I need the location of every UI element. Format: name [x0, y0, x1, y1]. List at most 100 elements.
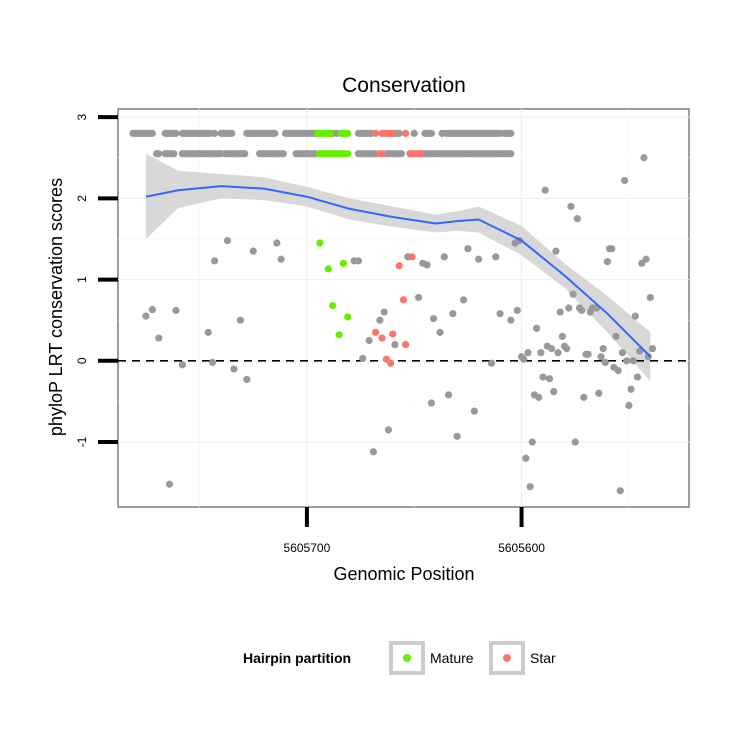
- point-star: [399, 296, 408, 304]
- point-other: [359, 354, 367, 362]
- point-other: [236, 316, 244, 324]
- point-mature: [329, 301, 337, 310]
- legend-label-star: Star: [530, 650, 556, 666]
- point-other: [155, 150, 163, 158]
- point-other: [395, 129, 403, 137]
- point-other: [552, 247, 560, 255]
- point-other: [584, 350, 592, 358]
- point-star: [408, 253, 416, 261]
- point-other: [554, 349, 562, 357]
- point-star: [417, 150, 425, 158]
- y-axis-label: phyloP LRT conservation scores: [46, 178, 66, 436]
- point-other: [453, 432, 461, 440]
- point-other: [365, 336, 373, 345]
- point-star: [402, 129, 410, 137]
- point-other: [279, 150, 287, 158]
- point-other: [277, 255, 285, 263]
- point-other: [629, 357, 637, 365]
- point-other: [625, 401, 633, 410]
- point-other: [423, 261, 431, 269]
- point-other: [522, 454, 530, 462]
- point-other: [427, 129, 436, 137]
- point-other: [243, 375, 251, 384]
- point-other: [148, 306, 156, 314]
- point-other: [573, 215, 581, 223]
- point-other: [487, 359, 496, 367]
- legend: Hairpin partition Mature Star: [243, 641, 556, 675]
- point-other: [623, 357, 631, 365]
- point-other: [492, 253, 500, 261]
- x-tick-label: 5605600: [498, 541, 545, 555]
- point-other: [172, 129, 180, 137]
- point-other: [599, 345, 607, 353]
- legend-dot-star: [503, 654, 511, 662]
- point-other: [354, 257, 363, 265]
- point-other: [618, 349, 627, 357]
- point-other: [204, 328, 212, 336]
- axes: -1 0 1 2 3 5605700 5605600: [75, 113, 545, 555]
- y-tick-label: 1: [75, 276, 89, 283]
- point-other: [410, 129, 418, 137]
- point-other: [532, 324, 541, 332]
- point-mature: [326, 129, 335, 137]
- chart-title: Conservation: [342, 74, 466, 97]
- smooth-curve: [145, 185, 652, 358]
- point-star: [387, 359, 395, 367]
- point-star: [371, 328, 380, 336]
- point-star: [389, 129, 397, 137]
- point-other: [249, 247, 257, 255]
- point-other: [601, 358, 609, 367]
- point-other: [614, 366, 622, 375]
- point-other: [548, 345, 556, 353]
- point-mature: [324, 265, 332, 273]
- point-other: [627, 385, 635, 393]
- point-other: [165, 480, 174, 488]
- point-other: [507, 150, 515, 158]
- point-other: [210, 129, 219, 137]
- point-other: [565, 304, 573, 312]
- point-other: [384, 426, 393, 434]
- x-tick-label: 5605700: [284, 541, 331, 555]
- point-other: [648, 345, 657, 353]
- point-other: [380, 308, 388, 316]
- point-other: [558, 332, 566, 341]
- point-other: [642, 255, 650, 263]
- point-other: [608, 245, 616, 253]
- point-other: [142, 312, 150, 320]
- point-mature: [335, 331, 343, 339]
- legend-title: Hairpin partition: [243, 650, 351, 666]
- point-other: [569, 290, 577, 298]
- point-other: [578, 306, 586, 315]
- point-star: [402, 340, 410, 349]
- point-other: [464, 245, 472, 253]
- point-other: [636, 347, 644, 355]
- point-other: [429, 314, 438, 323]
- point-other: [427, 399, 436, 407]
- point-other: [271, 129, 279, 137]
- point-mature: [316, 239, 324, 247]
- point-other: [170, 150, 178, 158]
- point-other: [633, 373, 642, 381]
- point-other: [644, 353, 652, 361]
- point-other: [460, 296, 468, 304]
- loess-line: [145, 185, 652, 358]
- point-other: [535, 393, 543, 401]
- point-other: [603, 258, 612, 266]
- point-other: [241, 150, 249, 158]
- point-other: [563, 345, 571, 353]
- x-axis-label: Genomic Position: [333, 564, 474, 584]
- point-other: [507, 316, 515, 324]
- confidence-band: [145, 153, 651, 382]
- point-other: [545, 375, 554, 383]
- point-other: [612, 332, 620, 341]
- point-other: [208, 358, 217, 367]
- point-mature: [339, 259, 347, 267]
- point-other: [148, 129, 156, 137]
- point-other: [475, 255, 483, 263]
- data-points: [129, 129, 657, 495]
- point-other: [513, 306, 521, 315]
- y-tick-label: -1: [75, 436, 89, 447]
- point-other: [541, 186, 549, 194]
- point-other: [528, 438, 536, 446]
- point-other: [210, 257, 219, 265]
